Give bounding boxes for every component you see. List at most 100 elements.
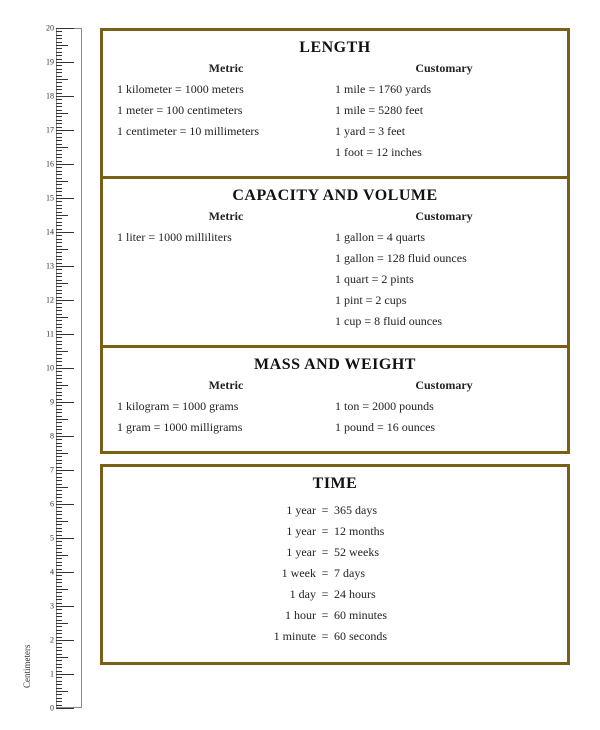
ruler-tick <box>56 300 74 301</box>
ruler-tick <box>56 239 62 240</box>
ruler-tick <box>56 106 62 107</box>
ruler-tick <box>56 283 68 284</box>
ruler-tick <box>56 623 68 624</box>
ruler-number: 4 <box>42 568 54 577</box>
ruler-tick <box>56 76 62 77</box>
ruler-tick <box>56 365 62 366</box>
section-title-time: TIME <box>103 467 567 497</box>
ruler-tick <box>56 341 62 342</box>
ruler-tick <box>56 691 68 692</box>
box-time: TIME 1 year=365 days1 year=12 months1 ye… <box>100 464 570 665</box>
ruler-tick <box>56 103 62 104</box>
ruler-tick <box>56 569 62 570</box>
ruler-tick <box>56 368 74 369</box>
ruler-tick <box>56 212 62 213</box>
ruler-tick <box>56 504 74 505</box>
ruler-tick <box>56 93 62 94</box>
ruler-tick <box>56 31 62 32</box>
conversion-row: 1 pint = 2 cups <box>335 293 553 308</box>
ruler-tick <box>56 667 62 668</box>
ruler-tick <box>56 235 62 236</box>
ruler-tick <box>56 426 62 427</box>
ruler-tick <box>56 361 62 362</box>
ruler-tick <box>56 650 62 651</box>
ruler-tick <box>56 161 62 162</box>
ruler-tick <box>56 592 62 593</box>
ruler-tick <box>56 477 62 478</box>
ruler-tick <box>56 586 62 587</box>
ruler-tick <box>56 399 62 400</box>
ruler-tick <box>56 133 62 134</box>
ruler-tick <box>56 354 62 355</box>
ruler-tick <box>56 664 62 665</box>
ruler-number: 2 <box>42 636 54 645</box>
ruler-number: 5 <box>42 534 54 543</box>
ruler-tick <box>56 293 62 294</box>
ruler-tick <box>56 572 74 573</box>
ruler-tick <box>56 205 62 206</box>
ruler-number: 3 <box>42 602 54 611</box>
ruler-tick <box>56 558 62 559</box>
ruler-tick <box>56 467 62 468</box>
mass-metric-rows: 1 kilogram = 1000 grams1 gram = 1000 mil… <box>117 399 335 435</box>
ruler-tick <box>56 643 62 644</box>
ruler-number: 17 <box>42 126 54 135</box>
ruler-tick <box>56 555 68 556</box>
time-row: 1 minute=60 seconds <box>103 629 567 644</box>
ruler-tick <box>56 501 62 502</box>
capacity-metric-rows: 1 liter = 1000 milliliters <box>117 230 335 245</box>
ruler-tick <box>56 392 62 393</box>
ruler-tick <box>56 521 68 522</box>
ruler-tick <box>56 446 62 447</box>
ruler-number: 8 <box>42 432 54 441</box>
ruler-tick <box>56 429 62 430</box>
mass-customary-rows: 1 ton = 2000 pounds1 pound = 16 ounces <box>335 399 553 435</box>
col-head-customary: Customary <box>335 378 553 393</box>
ruler-tick <box>56 460 62 461</box>
content: LENGTH Metric 1 kilometer = 1000 meters1… <box>100 28 570 708</box>
ruler-tick <box>56 443 62 444</box>
ruler-tick <box>56 463 62 464</box>
ruler-number: 20 <box>42 24 54 33</box>
ruler-tick <box>56 171 62 172</box>
ruler-tick <box>56 684 62 685</box>
box-measurements: LENGTH Metric 1 kilometer = 1000 meters1… <box>100 28 570 454</box>
ruler-tick <box>56 545 62 546</box>
ruler-tick <box>56 331 62 332</box>
ruler-tick <box>56 89 62 90</box>
ruler-tick <box>56 579 62 580</box>
ruler-tick <box>56 535 62 536</box>
ruler-tick <box>56 480 62 481</box>
ruler-tick <box>56 249 68 250</box>
ruler-tick <box>56 69 62 70</box>
ruler-tick <box>56 674 74 675</box>
ruler-tick <box>56 174 62 175</box>
ruler-tick <box>56 348 62 349</box>
ruler-tick <box>56 225 62 226</box>
ruler-tick <box>56 436 74 437</box>
ruler-tick <box>56 633 62 634</box>
section-title-mass: MASS AND WEIGHT <box>103 348 567 378</box>
ruler-tick <box>56 154 62 155</box>
ruler-tick <box>56 137 62 138</box>
time-rows: 1 year=365 days1 year=12 months1 year=52… <box>103 503 567 662</box>
ruler-tick <box>56 450 62 451</box>
ruler-tick <box>56 582 62 583</box>
ruler-tick <box>56 215 68 216</box>
ruler-tick <box>56 127 62 128</box>
ruler-tick <box>56 140 62 141</box>
ruler-tick <box>56 167 62 168</box>
time-row: 1 year=12 months <box>103 524 567 539</box>
ruler-tick <box>56 120 62 121</box>
ruler-tick <box>56 55 62 56</box>
ruler-tick <box>56 303 62 304</box>
ruler-tick <box>56 79 68 80</box>
ruler-tick <box>56 232 74 233</box>
conversion-row: 1 cup = 8 fluid ounces <box>335 314 553 329</box>
ruler-number: 16 <box>42 160 54 169</box>
time-row: 1 hour=60 minutes <box>103 608 567 623</box>
ruler-tick <box>56 38 62 39</box>
length-metric-rows: 1 kilometer = 1000 meters1 meter = 100 c… <box>117 82 335 139</box>
conversion-row: 1 quart = 2 pints <box>335 272 553 287</box>
ruler-tick <box>56 640 74 641</box>
